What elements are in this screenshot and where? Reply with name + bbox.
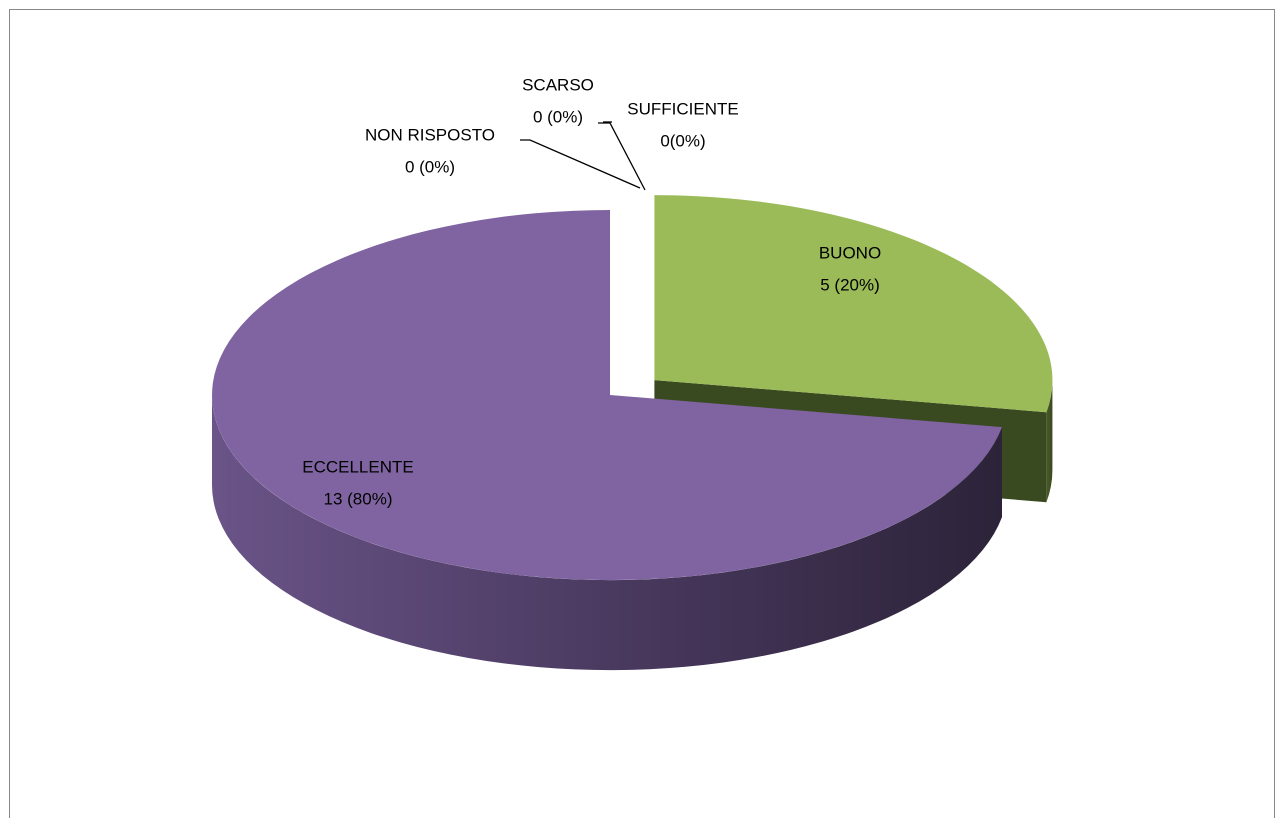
data-label-name: BUONO	[819, 243, 881, 262]
data-label-name: ECCELLENTE	[302, 457, 413, 476]
leader-line	[598, 122, 646, 191]
slice-wall	[211, 395, 1002, 671]
data-label-value: 5 (20%)	[820, 275, 880, 294]
data-label-name: SCARSO	[522, 75, 594, 94]
data-label-value: 13 (80%)	[324, 489, 393, 508]
data-label-name: NON RISPOSTO	[365, 125, 495, 144]
data-label-name: SUFFICIENTE	[627, 99, 738, 118]
leader-line	[520, 139, 641, 189]
data-label-value: 0(0%)	[660, 131, 705, 150]
data-label-value: 0 (0%)	[405, 157, 455, 176]
pie-slice	[654, 195, 1053, 413]
slice-wall	[1046, 380, 1053, 503]
data-label-value: 0 (0%)	[533, 107, 583, 126]
pie-slice	[212, 210, 1002, 580]
